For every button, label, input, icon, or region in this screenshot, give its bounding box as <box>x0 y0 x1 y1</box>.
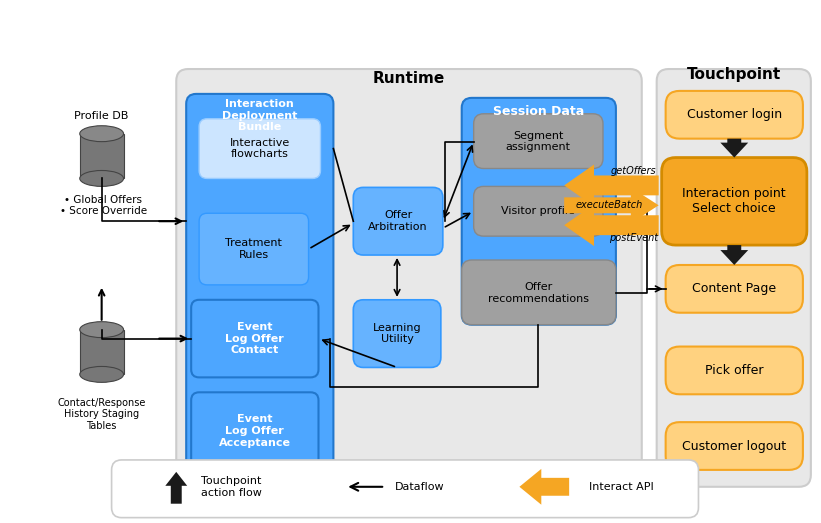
FancyBboxPatch shape <box>186 94 333 477</box>
Polygon shape <box>80 134 123 178</box>
FancyBboxPatch shape <box>353 300 441 368</box>
FancyBboxPatch shape <box>666 422 803 470</box>
Text: executeBatch: executeBatch <box>576 200 643 210</box>
FancyBboxPatch shape <box>191 300 319 378</box>
Text: Customer logout: Customer logout <box>682 439 787 452</box>
Ellipse shape <box>80 126 123 142</box>
Text: Session Data: Session Data <box>493 105 585 118</box>
Ellipse shape <box>80 322 123 337</box>
Text: Interactive
flowcharts: Interactive flowcharts <box>230 138 290 160</box>
Polygon shape <box>520 469 569 505</box>
FancyBboxPatch shape <box>474 186 603 236</box>
Polygon shape <box>165 472 187 504</box>
Text: postEvent: postEvent <box>609 233 658 243</box>
Text: Contact/Response
History Staging
Tables: Contact/Response History Staging Tables <box>57 397 146 431</box>
Text: Event
Log Offer
Contact: Event Log Offer Contact <box>226 322 284 355</box>
Text: Interaction point
Select choice: Interaction point Select choice <box>682 187 786 215</box>
Polygon shape <box>564 165 658 206</box>
FancyBboxPatch shape <box>200 213 309 285</box>
FancyBboxPatch shape <box>461 260 616 325</box>
Ellipse shape <box>80 367 123 382</box>
FancyBboxPatch shape <box>666 347 803 394</box>
Text: Profile DB: Profile DB <box>75 111 129 121</box>
Text: Segment
assignment: Segment assignment <box>506 131 571 152</box>
Text: Interact API: Interact API <box>589 482 654 492</box>
Text: Event
Log Offer
Acceptance: Event Log Offer Acceptance <box>219 415 291 448</box>
Polygon shape <box>80 329 123 374</box>
FancyBboxPatch shape <box>200 119 320 178</box>
Polygon shape <box>720 139 748 157</box>
Text: Customer login: Customer login <box>686 108 782 121</box>
FancyBboxPatch shape <box>657 69 811 487</box>
Polygon shape <box>720 245 748 265</box>
FancyBboxPatch shape <box>662 157 807 245</box>
Text: Content Page: Content Page <box>692 282 777 295</box>
FancyBboxPatch shape <box>461 98 616 325</box>
Text: Visitor profile: Visitor profile <box>502 206 576 217</box>
Text: Dataflow: Dataflow <box>395 482 445 492</box>
Ellipse shape <box>80 170 123 186</box>
Text: Treatment
Rules: Treatment Rules <box>226 238 282 260</box>
Text: Interaction
Deployment
Bundle: Interaction Deployment Bundle <box>222 99 297 132</box>
FancyBboxPatch shape <box>666 91 803 139</box>
Text: Offer
recommendations: Offer recommendations <box>488 282 589 304</box>
Text: Offer
Arbitration: Offer Arbitration <box>369 210 428 232</box>
Polygon shape <box>564 187 658 223</box>
FancyBboxPatch shape <box>666 265 803 313</box>
FancyBboxPatch shape <box>191 392 319 470</box>
Text: Touchpoint
action flow: Touchpoint action flow <box>201 476 262 497</box>
Text: Runtime: Runtime <box>373 72 445 86</box>
Text: • Global Offers
• Score Override: • Global Offers • Score Override <box>60 195 147 216</box>
Text: Learning
Utility: Learning Utility <box>373 323 421 345</box>
FancyBboxPatch shape <box>474 114 603 168</box>
Text: Pick offer: Pick offer <box>705 364 764 377</box>
Polygon shape <box>564 204 658 246</box>
FancyBboxPatch shape <box>353 187 443 255</box>
FancyBboxPatch shape <box>177 69 642 507</box>
Text: Touchpoint: Touchpoint <box>686 66 781 82</box>
Text: getOffers: getOffers <box>611 166 657 176</box>
FancyBboxPatch shape <box>112 460 699 518</box>
